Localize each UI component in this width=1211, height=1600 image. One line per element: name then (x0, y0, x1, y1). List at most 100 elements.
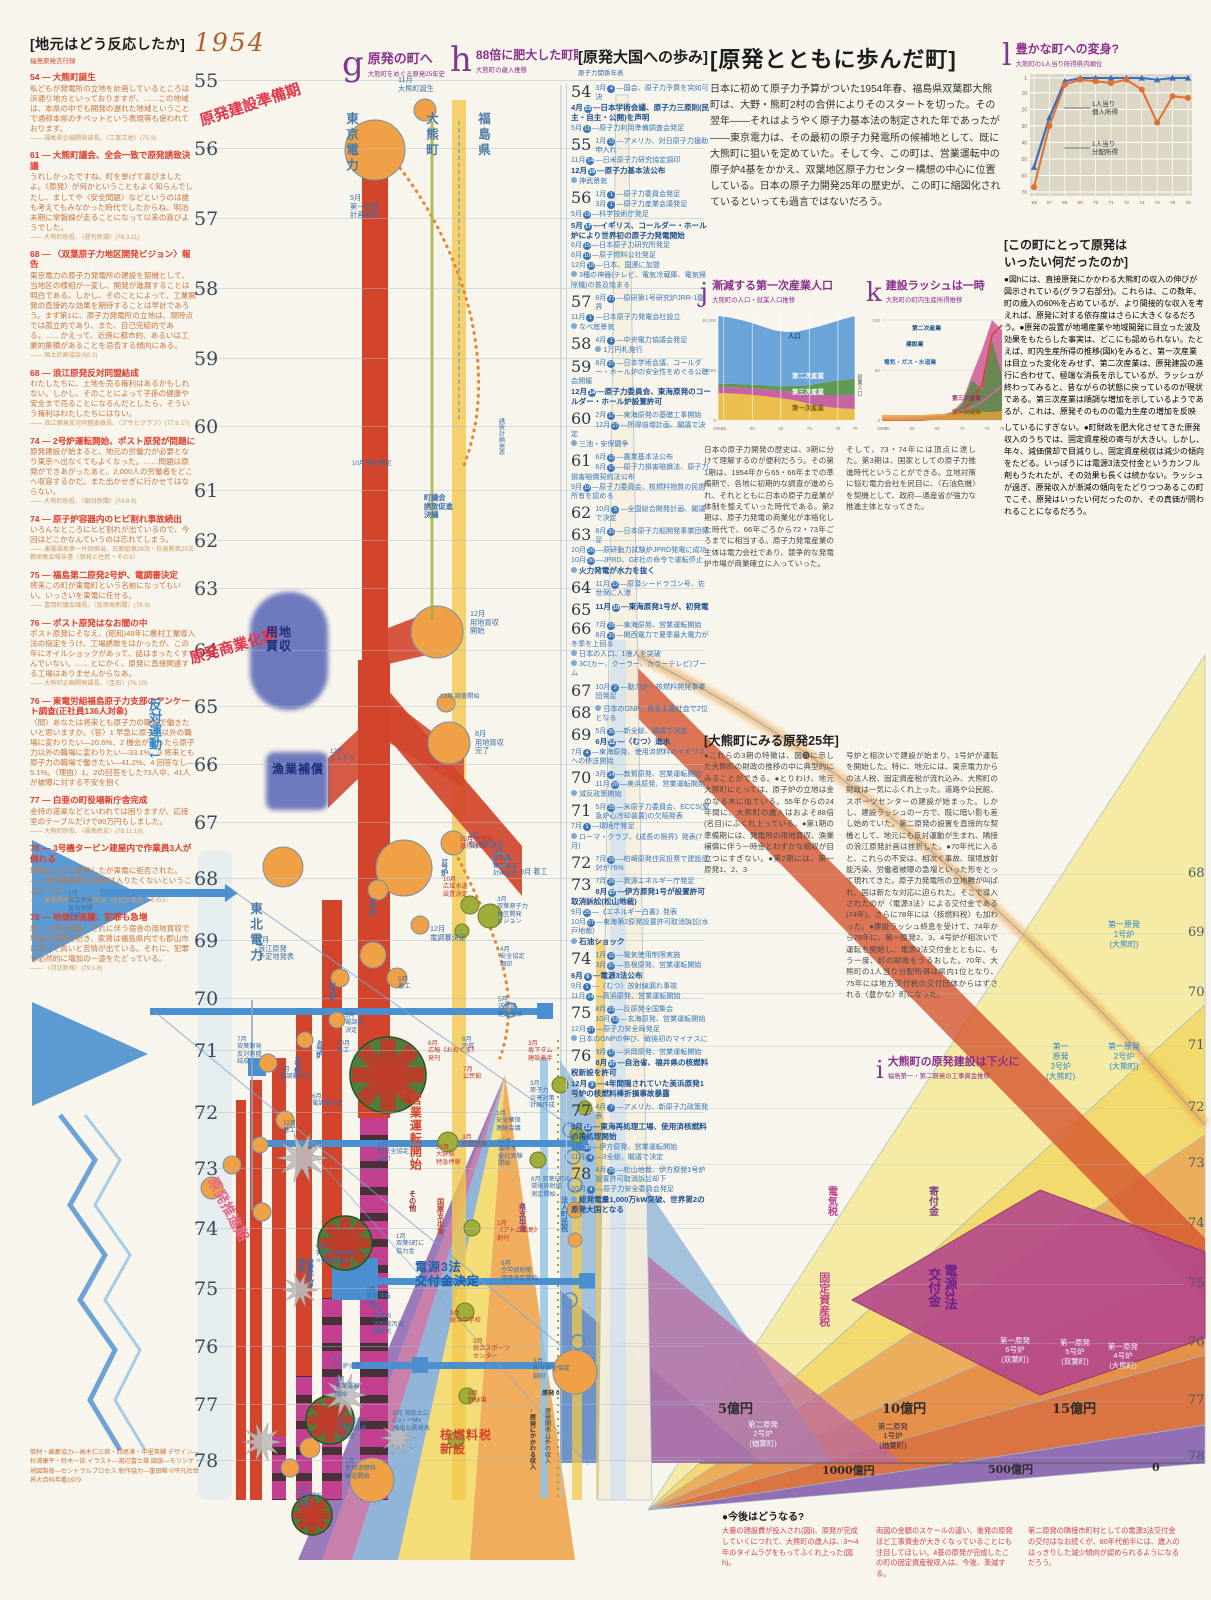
event-year-64: 64 11月 12 —原潜シードラゴン号、佐世保に入港 (571, 580, 711, 599)
flow-label-7: 第一原発 4号炉 (大熊町) (1108, 1342, 1138, 1370)
diagram-annotation-20: 1月 浪江原発 予定地発表 (258, 935, 294, 962)
event-year-number: 73 (571, 876, 592, 894)
diagram-annotation-66: 8月 野球場 (468, 1390, 487, 1405)
event-item: 総発電量1,000万kW突破、世界第2の原発大国となる (571, 1195, 705, 1214)
diagram-annotation-33: 4月 安全協定 調印 (500, 946, 525, 968)
timeline-year-68: 68 (194, 868, 219, 890)
event-item: 9月 12 —東海再処理工場、使用済核燃料の再処理開始 (571, 1121, 707, 1141)
diagram-annotation-67: 3月 営業運転 開始 (335, 1376, 360, 1398)
event-year-number: 55 (571, 136, 592, 154)
diagram-annotation-29: 10月 広域水道 設置決定 (443, 876, 468, 898)
event-year-69: 69 5月 30 —新全総、閣議で決定 6月 12 —〈むつ〉進水 7月 4 —東海原発、使用済燃… (571, 727, 711, 767)
day-badge: 1 (607, 201, 616, 210)
diagram-annotation-7: 町議会 誘致促進 決議 (424, 493, 453, 520)
future-note-1: 大量の建設費が投入され(図i)、原発が完成していくにつれて、大熊町の歳入は、3〜… (722, 1526, 859, 1568)
flow-label-6: 第一 原発 3号炉 (大熊町) (1046, 1042, 1076, 1081)
event-year-68: 68 日本のGNP、資本主義社会で2位となる (571, 704, 711, 724)
svg-text:10: 10 (1021, 91, 1027, 97)
era-dot-icon (571, 790, 577, 797)
quote-body: 金持の道楽などといわれては困りますが、応接室のテーブルだけで80万円もしました。 (30, 806, 189, 826)
day-badge: 15 (607, 855, 616, 864)
timeline-year-78: 78 (194, 1450, 219, 1472)
quote-body: 将来この町が東電町という名前になってもいい。いっさいを東電に任せる。 (30, 581, 181, 601)
event-item: 7月 15 —柏崎原発住民投票で建設反対が76% (595, 854, 709, 872)
local-reaction-panel: [地元はどう反応したか] 福島原発言行録 54 — 大熊町誕生 私どもが発電所の立… (30, 34, 196, 973)
day-badge: 10 (583, 252, 592, 261)
diagram-annotation-18: 2号炉 (368, 898, 378, 917)
event-item: 11月 14 —日米原子力研究協定調印 (571, 156, 681, 166)
day-badge: 6 (583, 972, 592, 981)
era-dot-icon (571, 650, 577, 657)
diagram-annotation-41: 営業運転開始 (408, 1093, 423, 1171)
event-year-62: 62 10月 5 —全国総合開発計画、閣議で決定 (571, 505, 711, 524)
flow-scale-5: 0 (1152, 1461, 1160, 1474)
phase-label-3: 反対運動↓ (146, 698, 161, 761)
flow-scale-4: 500億円 (988, 1463, 1033, 1476)
section-h-letter: h (450, 39, 472, 80)
svg-text:60: 60 (909, 426, 915, 431)
event-year-number: 66 (571, 621, 592, 639)
event-item: 11月 10 —東海原発1号が、初発電 (595, 602, 709, 613)
event-item: 三池・安保闘争 (571, 440, 711, 449)
diagram-annotation-47: 10月 大野駅 特急停車 (436, 1144, 461, 1166)
chart-j: j 漸減する第一次産業人口 大熊町の人口・就業人口推移 10,000 5,000 0… (700, 276, 862, 442)
quote-title: 77 — 白亜の町役場新庁舎完成 (30, 795, 148, 806)
flow-scale-0: 5億円 (718, 1402, 754, 1417)
diagram-annotation-45: 1月 安全確保 連絡会議 (496, 1110, 521, 1132)
diagram-annotation-23: 5月 電調審 決定 (345, 1012, 364, 1034)
quote-body: 原、火発の建設、それに伴う宿舎の用地買収で地価の高騰を招き、家賃は福島県内でも郡… (30, 923, 190, 963)
svg-text:78: 78 (999, 426, 1005, 431)
timeline-year-59: 59 (194, 348, 219, 370)
quote-title: 68 — 浪江原発反対同盟結成 (30, 367, 139, 378)
diagram-annotation-53: 県支出金 (518, 1203, 528, 1232)
chart-i-header: i 大熊町の原発建設は下火に 福島第一・第二原発の工事資金推移 (876, 1052, 1020, 1082)
event-item: 石油ショック (571, 937, 711, 947)
event-item: 減反政策開始 (571, 790, 711, 799)
diagram-annotation-32: 3月 双葉原子力 地区開発 ビジョン (497, 896, 528, 926)
chart-l: l 豊かな町への変身? 大熊町の1人当り所得県内順位 1 10 20 30 40 50 60… (1002, 40, 1207, 228)
svg-text:75: 75 (984, 426, 990, 431)
year-gridline (196, 490, 704, 491)
quote-source: —— 東電福島第一外回担当、日教組第28次・日高教第25次教研集会報告書〈原発と… (30, 546, 194, 562)
timeline-year-64: 64 (194, 640, 219, 662)
diagram-annotation-8: 誘致計画発表 (497, 418, 505, 456)
panel-title: [地元はどう反応したか] (30, 36, 186, 52)
chart-j-letter: j (700, 278, 709, 309)
quote-block: 77 — 白亜の町役場新庁舎完成 金持の道楽などといわれては困りますが、応接室のテ… (30, 795, 196, 836)
quote-title: 78 — 地価は高騰、犯罪も急増 (30, 911, 148, 922)
day-badge: 4 (607, 85, 616, 93)
year-gridline (196, 764, 704, 765)
right-year-78: 78 (1188, 1449, 1205, 1464)
event-item: なべ底景気 (571, 322, 711, 332)
section-g-sub: 大熊町をめぐる原発25年史 (367, 71, 446, 78)
svg-text:第三次産業: 第三次産業 (792, 387, 825, 396)
diagram-annotation-72: ←原発にかかわる収入 (528, 1408, 536, 1470)
quote-source: —— 大熊町企画開発課長、〈宝石〉(76.10) (30, 680, 148, 688)
quote-title: 61 — 大熊町議会、全会一致で原発誘致決議 (30, 150, 191, 171)
quote-title: 76 — 東電労組福島原子力支部のアンケート調査(正社員136人対象) (30, 695, 191, 717)
svg-text:第一次産業: 第一次産業 (792, 403, 825, 412)
naze-paragraph: しているにすぎない。●町財政を肥大化させてきた原発収入のうちでは、固定資産税の寄… (1004, 423, 1204, 516)
day-badge: 17 (607, 464, 616, 473)
chart-l-sub: 大熊町の1人当り所得県内順位 (1015, 61, 1103, 68)
naze-paragraph: ●図hには、直接原発にかかわる大熊町の収入の伸びが図示されている(グラフ右部分)… (1004, 275, 1204, 416)
q25-intro-col2: そして、73・74年には頂点に達した。第3期は、国家としての原子力推進時代という… (846, 444, 976, 516)
event-year-73: 73 7月 25 —資源エネルギー庁発足 8月 27 —伊方原発1号が設置許可取消訴訟(松山… (571, 877, 711, 948)
event-year-58: 58 4月 1 —中央電力協議会発足 1万円札発行 (571, 336, 711, 356)
q25-intro-col1: 日本の原子力開発の歴史は、3期に分けて理解するのが便利だろう。その第1期は、19… (704, 444, 834, 573)
naze-title: [この町にとって原発は いったい何だったのか] (1004, 238, 1128, 269)
diagram-annotation-19: 12月 電調審決定 (430, 924, 466, 942)
quote-block: 75 — 福島第二原発2号炉、電調審決定 将来この町が東電町という名前になってもい… (30, 570, 196, 611)
day-badge: 12 (583, 1123, 592, 1132)
event-year-60: 60 2月 17 —東海原発の基礎工事開始 12月 27 —所得倍増計画、閣議で決定 三池・安… (571, 411, 711, 450)
diagram-annotation-57: 6月 空中放射能 常時測定開始 (501, 1260, 539, 1282)
event-year-74: 74 1月 11 —電気使用制限実施 3月 27 —島根原発、営業運転開始 6月 6 —電源3法公… (571, 951, 711, 1002)
credits: 取材・編集協力—高木仁三郎・西尾漠・中里英輔 デザイン—杉浦康平・鈴木一誌 イラ… (30, 1449, 201, 1484)
day-badge: 26 (586, 547, 595, 556)
article-paragraph: 号炉と相次いで建設が始まり、1号炉が運転を開始した。特に、地元には、東京電力から… (846, 751, 998, 1000)
timeline-year-63: 63 (194, 578, 219, 600)
day-badge: 27 (607, 360, 616, 369)
quote-block: 74 — 原子炉容器内のヒビ割れ事故続出 いろんなところにヒビ割れが出ているので、… (30, 514, 196, 563)
year-gridline-right (620, 1224, 1185, 1225)
